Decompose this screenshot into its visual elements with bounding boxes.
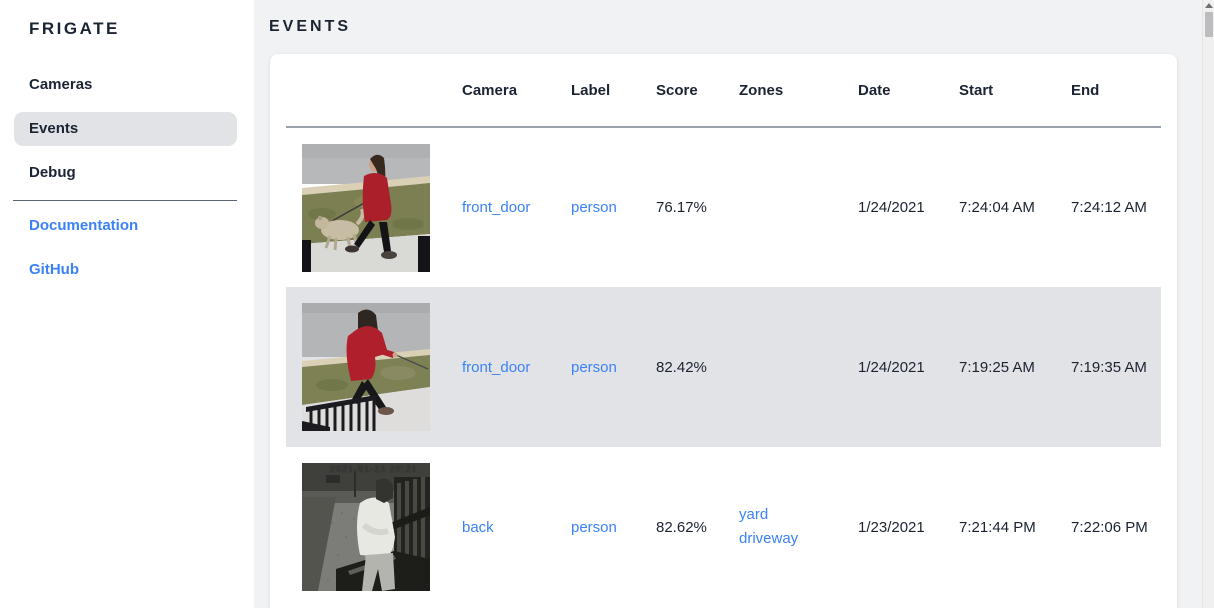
scrollbar-thumb[interactable]: [1205, 12, 1213, 37]
event-zones-cell: [723, 287, 842, 447]
sidebar-item-cameras[interactable]: Cameras: [29, 76, 93, 93]
label-link[interactable]: person: [571, 518, 617, 536]
event-date-cell: 1/23/2021: [858, 518, 925, 536]
event-label-cell: person: [555, 447, 640, 607]
sidebar-link-github[interactable]: GitHub: [29, 261, 79, 278]
thumbnail-day-leash-walk: [302, 303, 430, 431]
event-score-cell: 76.17%: [656, 199, 707, 216]
app-logo: FRIGATE: [29, 19, 120, 38]
event-camera-cell: front_door: [446, 127, 555, 287]
event-start-cell: 7:21:44 PM: [959, 518, 1036, 536]
event-date-cell: 1/24/2021: [858, 358, 925, 376]
sidebar: FRIGATE Cameras Events Debug Documentati…: [0, 0, 254, 608]
column-header-start: Start: [943, 54, 1055, 128]
event-start-cell: 7:24:04 AM: [959, 199, 1035, 216]
table-header-row: Camera Label Score Zones Date Start End: [286, 54, 1161, 128]
event-label-cell: person: [555, 127, 640, 287]
event-camera-cell: front_door: [446, 287, 555, 447]
table-row[interactable]: front_door person 76.17% 1/24/2021 7:24:…: [286, 127, 1161, 287]
page-title: EVENTS: [269, 18, 352, 35]
zone-link-yard[interactable]: yard: [739, 506, 769, 523]
column-header-date: Date: [842, 54, 943, 128]
scrollbar-up-button[interactable]: [1203, 0, 1214, 11]
sidebar-link-documentation[interactable]: Documentation: [29, 217, 139, 234]
main-content: EVENTS Camera Label Score Zones Date Sta…: [254, 0, 1214, 608]
table-row[interactable]: 2021-01-23 20:21 back person 82.62% yard…: [286, 447, 1161, 607]
thumbnail-day-dog-walk: [302, 143, 430, 272]
events-card: Camera Label Score Zones Date Start End: [270, 54, 1177, 608]
column-header-thumbnail: [286, 54, 446, 128]
column-header-camera: Camera: [446, 54, 555, 128]
events-table: Camera Label Score Zones Date Start End: [286, 54, 1161, 607]
camera-timestamp-overlay: 2021-01-23 20:21: [330, 464, 418, 474]
event-thumbnail-image[interactable]: [302, 303, 430, 431]
sidebar-item-events[interactable]: Events: [14, 112, 237, 146]
event-end-cell: 7:22:06 PM: [1071, 518, 1148, 536]
sidebar-item-debug[interactable]: Debug: [29, 164, 76, 181]
column-header-score: Score: [640, 54, 723, 128]
event-thumbnail-cell: 2021-01-23 20:21: [286, 447, 446, 607]
event-thumbnail-image[interactable]: [302, 143, 430, 272]
event-zones-cell: [723, 127, 842, 287]
event-score-cell: 82.62%: [656, 518, 707, 536]
label-link[interactable]: person: [571, 199, 617, 216]
event-date-cell: 1/24/2021: [858, 199, 925, 216]
sidebar-nav: Cameras Events Debug: [0, 68, 254, 190]
event-label-cell: person: [555, 287, 640, 447]
event-end-cell: 7:24:12 AM: [1071, 199, 1147, 216]
event-thumbnail-cell: [286, 287, 446, 447]
event-start-cell: 7:19:25 AM: [959, 358, 1035, 376]
event-thumbnail-cell: [286, 127, 446, 287]
label-link[interactable]: person: [571, 358, 617, 376]
page-scrollbar[interactable]: [1202, 0, 1214, 608]
sidebar-divider: [13, 200, 237, 201]
table-row-selected[interactable]: front_door person 82.42% 1/24/2021 7:19:…: [286, 287, 1161, 447]
column-header-end: End: [1055, 54, 1161, 128]
camera-link[interactable]: front_door: [462, 358, 531, 376]
camera-link[interactable]: back: [462, 518, 494, 536]
scrollbar-up-arrow-icon: [1205, 3, 1213, 8]
sidebar-links: Documentation GitHub: [0, 209, 254, 287]
event-score-cell: 82.42%: [656, 358, 707, 376]
thumbnail-night-ir: [302, 463, 430, 591]
event-end-cell: 7:19:35 AM: [1071, 358, 1147, 376]
event-camera-cell: back: [446, 447, 555, 607]
zone-link-driveway[interactable]: driveway: [739, 530, 799, 547]
event-zones-cell: yard driveway: [723, 447, 842, 607]
event-thumbnail-image[interactable]: 2021-01-23 20:21: [302, 463, 430, 591]
column-header-label: Label: [555, 54, 640, 128]
camera-link[interactable]: front_door: [462, 199, 531, 216]
column-header-zones: Zones: [723, 54, 842, 128]
